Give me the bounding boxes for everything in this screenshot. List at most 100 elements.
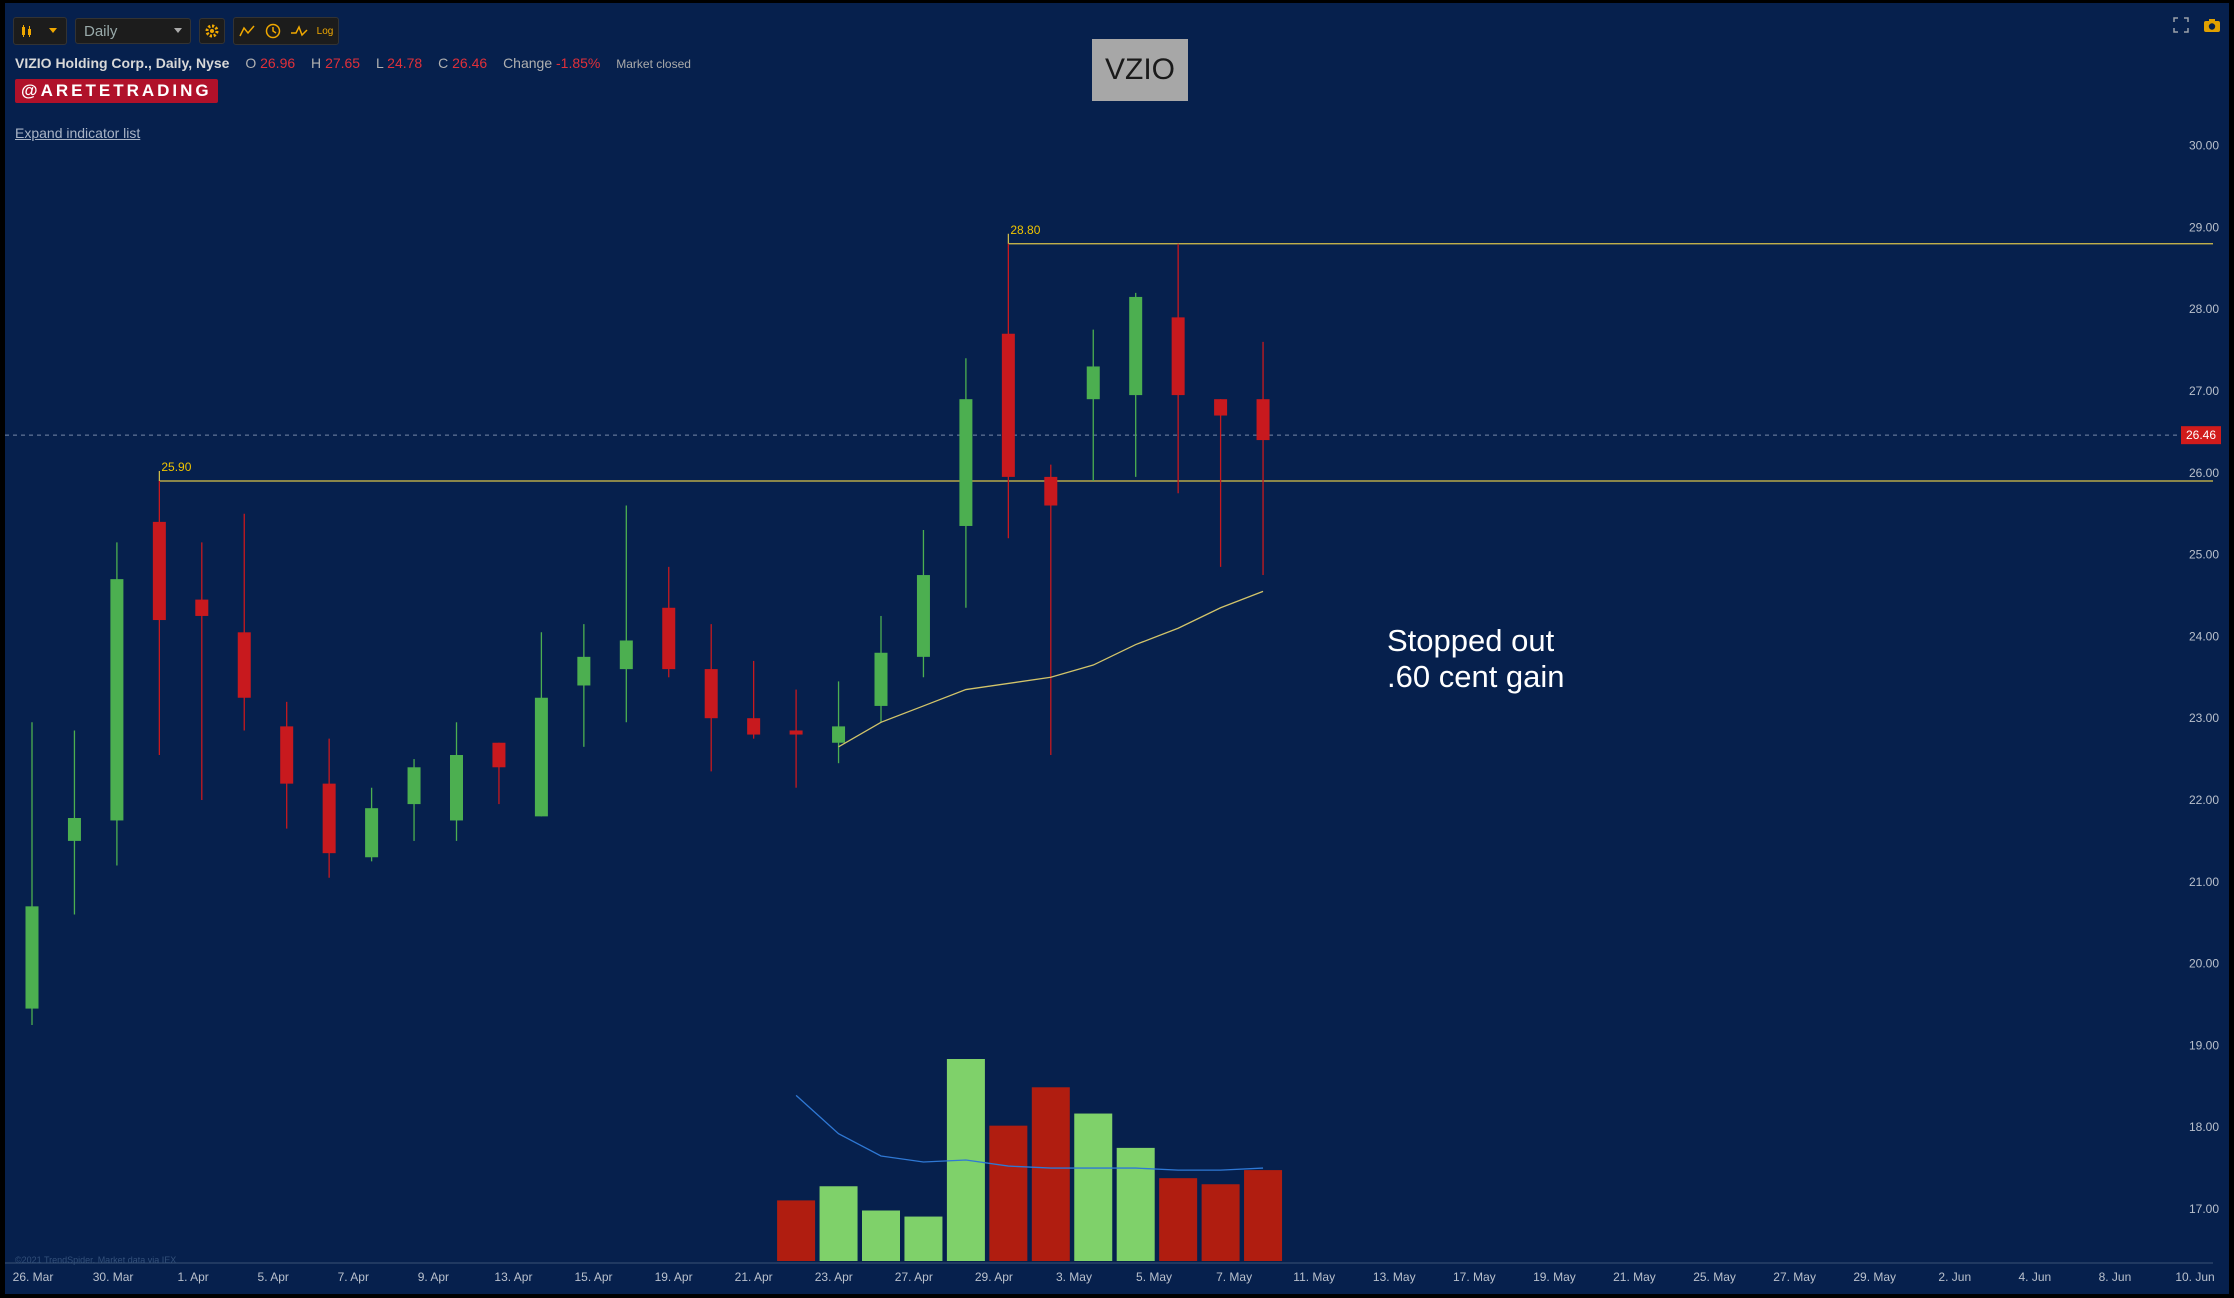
data-attribution: ©2021 TrendSpider. Market data via IEX bbox=[15, 1255, 177, 1265]
expand-indicator-link[interactable]: Expand indicator list bbox=[15, 125, 141, 141]
volume-bar bbox=[1159, 1178, 1198, 1261]
y-tick-label: 24.00 bbox=[2189, 629, 2219, 643]
price-chart[interactable]: 17.00 18.00 19.00 20.00 21.00 22.00 23.00 24.00… bbox=[5, 3, 2229, 1294]
candle-down bbox=[195, 599, 209, 616]
candle-up bbox=[916, 575, 930, 657]
candle-up bbox=[832, 726, 846, 743]
open-label: O bbox=[245, 55, 257, 71]
x-tick-label: 4. Jun bbox=[2019, 1270, 2052, 1284]
candle-up bbox=[407, 767, 421, 805]
x-tick-label: 17. May bbox=[1453, 1270, 1496, 1284]
gear-icon[interactable] bbox=[199, 18, 225, 44]
volume-bar bbox=[819, 1186, 858, 1261]
candle-down bbox=[492, 742, 506, 768]
candle-down bbox=[789, 730, 803, 735]
price-ma-line bbox=[838, 590, 1264, 748]
y-tick-label: 25.00 bbox=[2189, 548, 2219, 562]
candle-down bbox=[1001, 333, 1015, 477]
y-tick-label: 23.00 bbox=[2189, 711, 2219, 725]
x-tick-label: 2. Jun bbox=[1938, 1270, 1971, 1284]
candle-down bbox=[322, 783, 336, 854]
candle-up bbox=[619, 640, 633, 670]
level-label: 25.90 bbox=[161, 460, 191, 474]
fullscreen-icon[interactable] bbox=[2173, 17, 2189, 38]
candle-down bbox=[152, 521, 166, 621]
change-label: Change bbox=[503, 55, 553, 71]
interval-select[interactable]: Daily bbox=[75, 18, 191, 44]
candle-down bbox=[662, 607, 676, 670]
x-tick-label: 29. May bbox=[1853, 1270, 1896, 1284]
clock-icon[interactable] bbox=[260, 18, 286, 44]
trade-annotation: Stopped out .60 cent gain bbox=[1387, 623, 1565, 694]
market-status: Market closed bbox=[616, 57, 691, 71]
x-tick-label: 30. Mar bbox=[93, 1270, 134, 1284]
high-label: H bbox=[311, 55, 322, 71]
x-tick-label: 23. Apr bbox=[815, 1270, 853, 1284]
y-tick-label: 22.00 bbox=[2189, 793, 2219, 807]
symbol-info: VIZIO Holding Corp., Daily, Nyse O 26.96… bbox=[15, 55, 691, 71]
x-tick-label: 7. Apr bbox=[338, 1270, 369, 1284]
volume-bar bbox=[862, 1210, 900, 1261]
low-value: 24.78 bbox=[387, 55, 423, 71]
x-tick-label: 13. Apr bbox=[494, 1270, 532, 1284]
volume-bar bbox=[1116, 1147, 1155, 1261]
x-tick-label: 26. Mar bbox=[13, 1270, 54, 1284]
log-scale-button[interactable]: Log bbox=[312, 18, 338, 44]
chevron-down-icon[interactable] bbox=[40, 18, 66, 44]
candle-up bbox=[25, 906, 39, 1009]
x-tick-label: 15. Apr bbox=[575, 1270, 613, 1284]
y-tick-label: 21.00 bbox=[2189, 875, 2219, 889]
symbol-name: VIZIO Holding Corp., Daily, Nyse bbox=[15, 55, 230, 71]
volume-bar bbox=[777, 1200, 816, 1261]
x-tick-label: 9. Apr bbox=[418, 1270, 449, 1284]
y-tick-label: 28.00 bbox=[2189, 302, 2219, 316]
candle-down bbox=[1044, 476, 1058, 506]
brand-badge: @ARETETRADING bbox=[15, 79, 218, 103]
indicator-icon[interactable] bbox=[234, 18, 260, 44]
candle-up bbox=[365, 808, 379, 858]
x-tick-label: 21. May bbox=[1613, 1270, 1656, 1284]
x-tick-label: 19. May bbox=[1533, 1270, 1576, 1284]
x-tick-label: 10. Jun bbox=[2175, 1270, 2214, 1284]
camera-icon[interactable] bbox=[2203, 17, 2221, 38]
high-value: 27.65 bbox=[325, 55, 361, 71]
x-tick-label: 13. May bbox=[1373, 1270, 1416, 1284]
x-tick-label: 1. Apr bbox=[177, 1270, 208, 1284]
close-label: C bbox=[438, 55, 449, 71]
candle-down bbox=[280, 726, 294, 784]
candle-down bbox=[1214, 399, 1228, 416]
chart-type-selector[interactable] bbox=[13, 17, 67, 45]
candle-up bbox=[450, 755, 463, 821]
volume-ma-line bbox=[795, 1094, 1264, 1171]
y-tick-label: 26.00 bbox=[2189, 466, 2219, 480]
x-tick-label: 27. Apr bbox=[895, 1270, 933, 1284]
candlestick-icon[interactable] bbox=[14, 18, 40, 44]
open-value: 26.96 bbox=[260, 55, 296, 71]
y-tick-label: 19.00 bbox=[2189, 1038, 2219, 1052]
candle-up bbox=[874, 652, 888, 706]
volume-bar bbox=[1074, 1113, 1113, 1261]
right-tools bbox=[2173, 17, 2221, 38]
y-tick-label: 30.00 bbox=[2189, 139, 2219, 153]
x-tick-label: 8. Jun bbox=[2099, 1270, 2132, 1284]
drawing-tool-icon[interactable] bbox=[286, 18, 312, 44]
volume-bar bbox=[1031, 1087, 1070, 1261]
interval-label: Daily bbox=[84, 22, 118, 40]
volume-bar bbox=[989, 1125, 1028, 1261]
chart-frame: Daily Log VIZIO Ho bbox=[5, 3, 2229, 1294]
close-value: 26.46 bbox=[452, 55, 488, 71]
x-tick-label: 21. Apr bbox=[735, 1270, 773, 1284]
x-tick-label: 7. May bbox=[1216, 1270, 1252, 1284]
candle-up bbox=[1129, 296, 1143, 396]
y-tick-label: 17.00 bbox=[2189, 1202, 2219, 1216]
x-tick-label: 3. May bbox=[1056, 1270, 1092, 1284]
x-tick-label: 29. Apr bbox=[975, 1270, 1013, 1284]
last-price-tag bbox=[2181, 426, 2221, 445]
x-tick-label: 11. May bbox=[1293, 1270, 1335, 1284]
candle-up bbox=[959, 399, 973, 526]
candle-up bbox=[577, 656, 591, 686]
change-value: -1.85% bbox=[556, 55, 601, 71]
chevron-down-icon bbox=[174, 28, 182, 33]
candle-down bbox=[1256, 399, 1270, 441]
volume-bar bbox=[1244, 1170, 1283, 1261]
